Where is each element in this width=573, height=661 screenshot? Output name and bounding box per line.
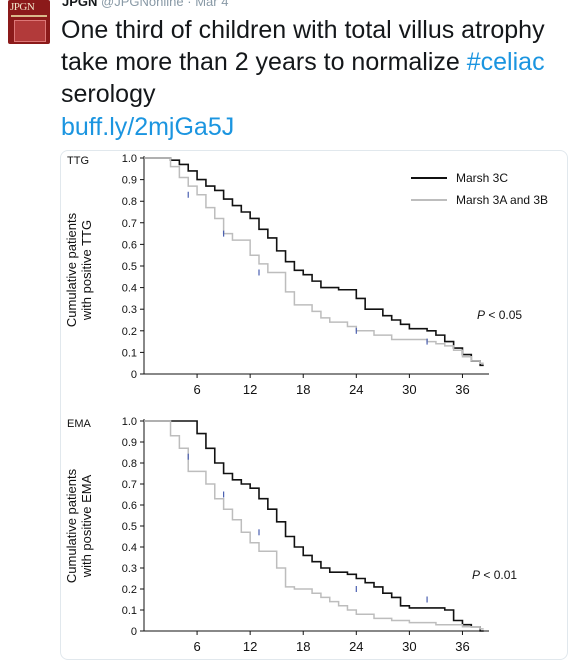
- y-tick-label: 0.3: [122, 563, 137, 575]
- y-tick-label: 0.7: [122, 479, 137, 491]
- y-tick-label: 0.6: [122, 239, 137, 251]
- y-axis-label-line-2: with positive TTG: [79, 220, 94, 321]
- x-tick-label: 18: [296, 639, 310, 654]
- legend-label: Marsh 3A and 3B: [456, 193, 548, 207]
- account-name[interactable]: JPGN: [62, 0, 98, 9]
- y-tick-label: 0.8: [122, 196, 137, 208]
- y-tick-label: 0.9: [122, 437, 137, 449]
- y-axis-label: Cumulative patients with positive EMA: [64, 468, 94, 583]
- hashtag-link[interactable]: #celiac: [466, 48, 545, 76]
- x-tick-label: 12: [243, 382, 257, 397]
- y-tick-label: 0.5: [122, 261, 137, 273]
- y-tick-label: 0.3: [122, 304, 137, 316]
- series-marsh-3c-line: [144, 420, 484, 632]
- series-marsh-3ab-line: [144, 420, 484, 630]
- p-value-annotation: P < 0.05: [477, 308, 522, 322]
- x-tick-label: 30: [402, 382, 416, 397]
- y-tick-label: 1.0: [122, 416, 137, 428]
- chart-title: EMA: [67, 418, 92, 430]
- tweet-date[interactable]: Mar 4: [195, 0, 229, 9]
- y-axis-label: Cumulative patients with positive TTG: [64, 212, 94, 327]
- account-handle[interactable]: @JPGNonline: [101, 0, 184, 9]
- tweet-text-end: serology: [61, 80, 156, 108]
- y-tick-label: 0: [131, 369, 137, 381]
- avatar-cover-art: [14, 20, 46, 42]
- y-tick-label: 0.2: [122, 326, 137, 338]
- x-tick-label: 24: [349, 382, 363, 397]
- y-tick-label: 0.9: [122, 175, 137, 187]
- x-tick-label: 6: [193, 382, 200, 397]
- y-axis-label-line-1: Cumulative patients: [64, 212, 79, 327]
- series-marsh-3c-line: [144, 157, 484, 367]
- p-value-annotation: P < 0.01: [472, 568, 517, 582]
- tweet-text-start: One third of children with total villus …: [61, 16, 545, 76]
- y-axis-label-line-2: with positive EMA: [79, 474, 94, 578]
- series-marsh-3ab-line: [144, 157, 484, 364]
- chart-title: TTG: [67, 155, 89, 167]
- y-tick-label: 0.4: [122, 283, 137, 295]
- avatar[interactable]: JPGN: [8, 0, 50, 44]
- y-tick-label: 0.1: [122, 347, 137, 359]
- x-tick-label: 6: [193, 639, 200, 654]
- x-tick-label: 12: [243, 639, 257, 654]
- avatar-stripe: [11, 15, 47, 17]
- tweet-media-image[interactable]: TTG 0 0.1 0.2 0.3 0.4 0.5 0.6 0.7 0.8 0.9 1.0 6 12 18 2…: [60, 150, 568, 660]
- legend-label: Marsh 3C: [456, 171, 508, 185]
- x-tick-label: 24: [349, 639, 363, 654]
- y-tick-label: 0.4: [122, 542, 137, 554]
- survival-figure: TTG 0 0.1 0.2 0.3 0.4 0.5 0.6 0.7 0.8 0.9 1.0 6 12 18 2…: [64, 153, 548, 654]
- y-tick-label: 0.6: [122, 500, 137, 512]
- header-separator: ·: [187, 0, 192, 9]
- x-tick-label: 18: [296, 382, 310, 397]
- avatar-logo: JPGN: [10, 1, 35, 13]
- chart-panel-ttg: TTG 0 0.1 0.2 0.3 0.4 0.5 0.6 0.7 0.8 0.9 1.0 6 12 18 2…: [64, 153, 548, 397]
- x-tick-label: 30: [402, 639, 416, 654]
- tweet-text: One third of children with total villus …: [61, 14, 561, 110]
- y-tick-label: 1.0: [122, 153, 137, 165]
- tweet-header: JPGN @JPGNonline · Mar 4: [62, 0, 229, 9]
- tweet-url-link[interactable]: buff.ly/2mjGa5J: [61, 113, 235, 141]
- y-tick-label: 0.2: [122, 584, 137, 596]
- x-tick-label: 36: [455, 382, 469, 397]
- y-tick-label: 0: [131, 626, 137, 638]
- y-tick-label: 0.1: [122, 605, 137, 617]
- y-tick-label: 0.7: [122, 218, 137, 230]
- x-tick-label: 36: [455, 639, 469, 654]
- chart-panel-ema: EMA 0 0.1 0.2 0.3 0.4 0.5 0.6 0.7 0.8 0.9 1.0 6 12 18 2…: [64, 416, 517, 654]
- y-axis-label-line-1: Cumulative patients: [64, 468, 79, 583]
- y-tick-label: 0.5: [122, 521, 137, 533]
- y-tick-label: 0.8: [122, 458, 137, 470]
